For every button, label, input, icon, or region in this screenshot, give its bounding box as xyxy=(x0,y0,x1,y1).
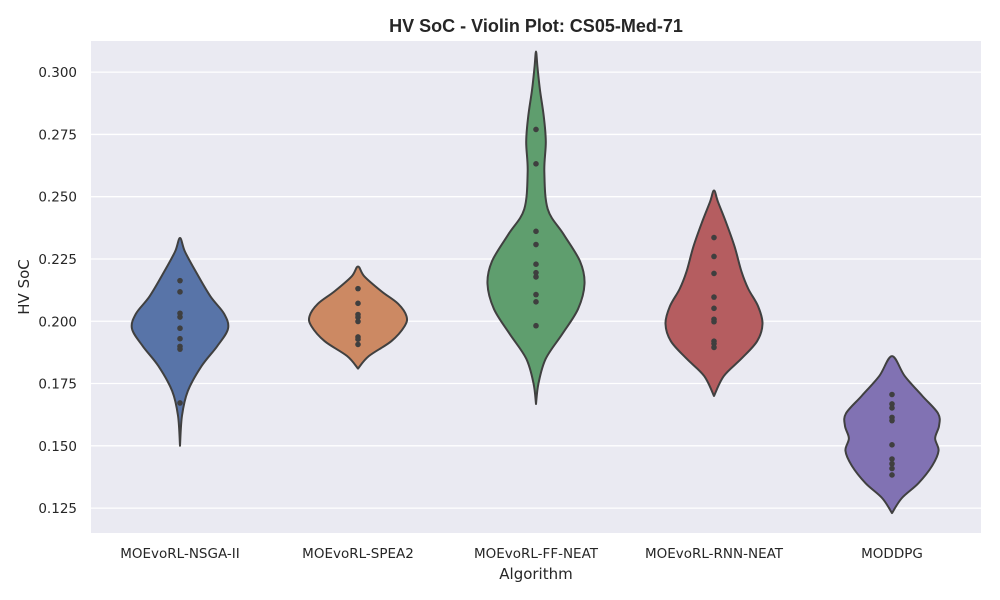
data-point xyxy=(533,161,539,167)
data-point xyxy=(889,472,895,478)
data-point xyxy=(355,285,361,292)
data-point xyxy=(177,335,183,342)
data-point xyxy=(889,391,895,398)
y-tick-labels: 0.125 0.150 0.175 0.200 0.225 0.250 0.275 0.300 xyxy=(38,65,77,517)
data-point xyxy=(177,277,183,284)
y-tick-label: 0.225 xyxy=(38,252,77,268)
y-tick-label: 0.200 xyxy=(38,314,77,330)
data-point xyxy=(177,400,183,406)
violin-moevorl-rnn-neat xyxy=(664,189,764,397)
data-point xyxy=(889,465,895,472)
x-tick-label: MODDPG xyxy=(861,546,923,562)
data-point xyxy=(711,253,717,260)
y-tick-label: 0.175 xyxy=(38,377,77,393)
data-point xyxy=(889,401,895,407)
data-point xyxy=(711,270,717,277)
data-point xyxy=(533,291,539,298)
data-point xyxy=(533,322,539,329)
violin-moevorl-ff-neat xyxy=(486,50,586,405)
data-point xyxy=(889,442,895,448)
data-point xyxy=(355,336,361,342)
data-point xyxy=(533,299,539,305)
y-tick-label: 0.125 xyxy=(38,501,77,517)
data-point xyxy=(533,126,539,133)
x-tick-label: MOEvoRL-RNN-NEAT xyxy=(645,546,784,562)
x-tick-label: MOEvoRL-SPEA2 xyxy=(302,546,414,562)
x-tick-label: MOEvoRL-FF-NEAT xyxy=(474,546,599,562)
data-point xyxy=(711,294,717,300)
data-point xyxy=(889,456,895,462)
violin-moevorl-nsga-ii xyxy=(130,237,230,447)
y-tick-label: 0.275 xyxy=(38,127,77,143)
data-point xyxy=(355,318,361,325)
x-tick-labels: MOEvoRL-NSGA-II MOEvoRL-SPEA2 MOEvoRL-FF-N… xyxy=(120,546,923,562)
x-tick-label: MOEvoRL-NSGA-II xyxy=(120,546,240,562)
data-point xyxy=(711,234,717,241)
y-axis-label: HV SoC xyxy=(15,259,33,314)
x-axis-label: Algorithm xyxy=(499,565,572,583)
y-tick-label: 0.250 xyxy=(38,190,77,206)
y-tick-label: 0.150 xyxy=(38,439,77,455)
data-point xyxy=(889,460,895,467)
data-point xyxy=(177,289,183,295)
data-point xyxy=(177,314,183,320)
violin-moddpg xyxy=(843,355,941,515)
data-point xyxy=(177,325,183,332)
data-point xyxy=(711,305,717,312)
data-point xyxy=(533,274,539,280)
data-point xyxy=(533,261,539,268)
data-point xyxy=(533,269,539,276)
data-point xyxy=(177,346,183,352)
data-point xyxy=(355,341,361,348)
y-tick-label: 0.300 xyxy=(38,65,77,81)
data-point xyxy=(533,228,539,235)
violins xyxy=(130,50,941,515)
data-point xyxy=(711,318,717,325)
data-point xyxy=(355,300,361,307)
data-point xyxy=(889,417,895,424)
data-point xyxy=(889,405,895,411)
data-point xyxy=(355,314,361,321)
data-point xyxy=(711,344,717,351)
data-point xyxy=(533,241,539,248)
chart-title: HV SoC - Violin Plot: CS05-Med-71 xyxy=(389,16,683,36)
